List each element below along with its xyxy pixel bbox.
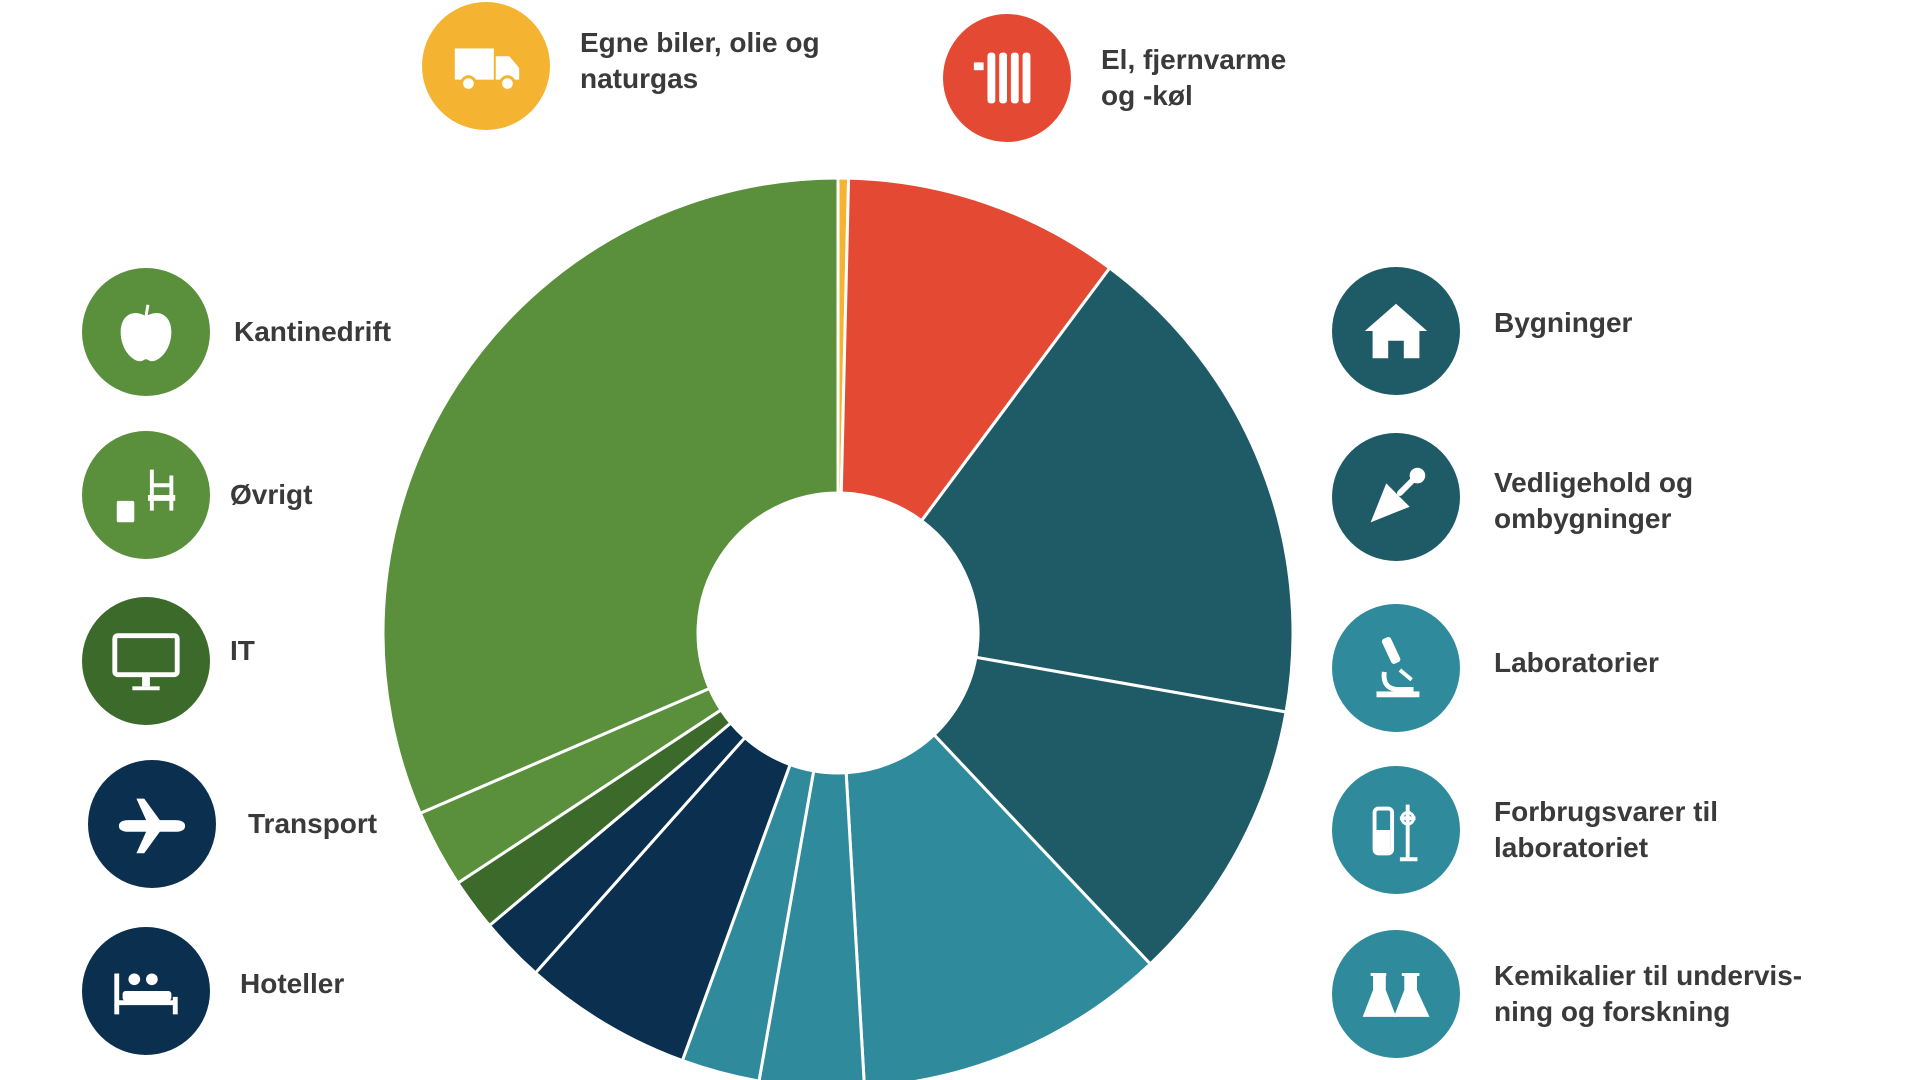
legend-item-other: Øvrigt <box>82 431 312 559</box>
legend-label-maintenance: Vedligehold og ombygninger <box>1494 467 1694 534</box>
flask-icon <box>1332 930 1460 1058</box>
legend-label-power: El, fjernvarme og -køl <box>1101 44 1287 111</box>
legend-item-canteen: Kantinedrift <box>82 268 391 396</box>
legend-item-consumables: Forbrugsvarer til laboratoriet <box>1332 766 1718 894</box>
legend-item-hotels: Hoteller <box>82 927 344 1055</box>
radiator-icon <box>943 14 1071 142</box>
legend-label-hotels: Hoteller <box>240 968 345 999</box>
legend-label-chemicals: Kemikalier til undervis-ning og forsknin… <box>1494 960 1803 1027</box>
legend-label-it: IT <box>230 635 255 666</box>
house-icon <box>1332 267 1460 395</box>
trowel-icon <box>1332 433 1460 561</box>
legend-label-canteen: Kantinedrift <box>234 316 392 347</box>
legend-label-buildings: Bygninger <box>1494 307 1633 338</box>
lab-equipment-icon <box>1332 766 1460 894</box>
legend-label-fuel: Egne biler, olie og naturgas <box>580 27 820 94</box>
donut-slice-11 <box>381 176 840 816</box>
donut-slice-2 <box>919 265 1295 714</box>
legend-label-consumables: Forbrugsvarer til laboratoriet <box>1494 796 1719 863</box>
donut-slice-1 <box>839 176 1112 523</box>
legend-item-chemicals: Kemikalier til undervis-ning og forsknin… <box>1332 930 1802 1058</box>
donut-slice-3 <box>931 655 1288 967</box>
microscope-icon <box>1332 604 1460 732</box>
legend-item-buildings: Bygninger <box>1332 267 1632 395</box>
legend-item-transport: Transport <box>88 760 377 888</box>
monitor-icon <box>82 597 210 725</box>
apple-icon <box>82 268 210 396</box>
truck-icon <box>422 2 550 130</box>
legend-item-it: IT <box>82 597 255 725</box>
legend-label-other: Øvrigt <box>230 479 313 510</box>
donut-slice-5 <box>757 769 866 1080</box>
legend-item-maintenance: Vedligehold og ombygninger <box>1332 433 1693 561</box>
legend-item-fuel: Egne biler, olie og naturgas <box>422 2 820 130</box>
legend-label-labs: Laboratorier <box>1494 647 1659 678</box>
donut-slice-4 <box>844 732 1153 1080</box>
chair-icon <box>82 431 210 559</box>
airplane-icon <box>88 760 216 888</box>
legend-label-transport: Transport <box>248 808 378 839</box>
legend-item-labs: Laboratorier <box>1332 604 1659 732</box>
bed-icon <box>82 927 210 1055</box>
legend-item-power: El, fjernvarme og -køl <box>943 14 1286 142</box>
